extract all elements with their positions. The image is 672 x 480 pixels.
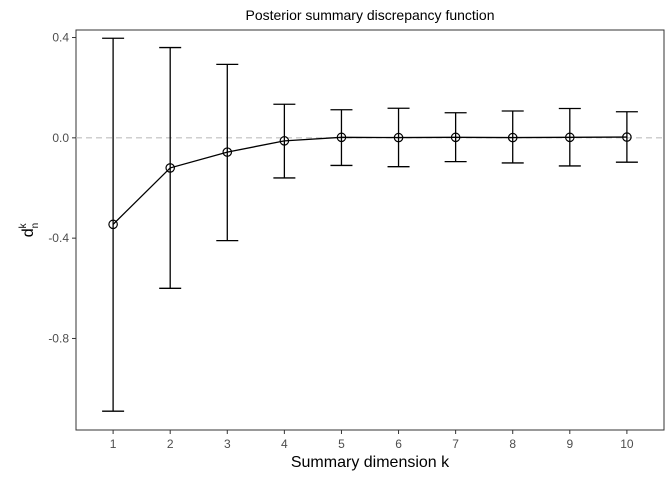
series-line (112, 136, 627, 225)
x-axis-title: Summary dimension k (291, 454, 450, 471)
x-tick-label: 2 (167, 437, 174, 451)
y-axis-title-sup: k (18, 222, 29, 228)
data-point (622, 132, 632, 142)
data-point (565, 132, 575, 143)
data-point (279, 136, 290, 146)
data-points (108, 132, 632, 230)
plot-panel (75, 29, 665, 431)
y-tick-label: 0.0 (52, 131, 69, 145)
chart-title: Posterior summary discrepancy function (246, 7, 495, 23)
y-axis-title: dkn (18, 222, 41, 237)
y-axis: 0.4 0.0 -0.4 -0.8 (48, 31, 76, 345)
data-point (108, 219, 118, 230)
x-axis: 1 2 3 4 5 6 7 8 9 10 (110, 430, 634, 451)
data-point (336, 132, 347, 143)
x-tick-label: 9 (566, 437, 573, 451)
y-axis-title-base: d (20, 228, 37, 237)
x-tick-label: 3 (224, 437, 231, 451)
y-tick-label: -0.8 (48, 331, 69, 345)
data-point (165, 163, 175, 173)
error-bar (615, 111, 638, 163)
error-bar (102, 37, 125, 412)
y-tick-label: 0.4 (52, 31, 69, 45)
data-point (450, 132, 461, 143)
y-tick-label: -0.4 (48, 231, 69, 245)
y-axis-title-sub: n (30, 223, 41, 229)
x-tick-label: 10 (620, 437, 634, 451)
x-tick-label: 7 (452, 437, 459, 451)
x-tick-label: 4 (281, 437, 288, 451)
x-tick-label: 8 (509, 437, 516, 451)
data-point (507, 132, 518, 143)
data-point (222, 147, 233, 157)
x-tick-label: 6 (395, 437, 402, 451)
x-tick-label: 5 (338, 437, 345, 451)
data-point (393, 132, 404, 143)
x-tick-label: 1 (110, 437, 117, 451)
